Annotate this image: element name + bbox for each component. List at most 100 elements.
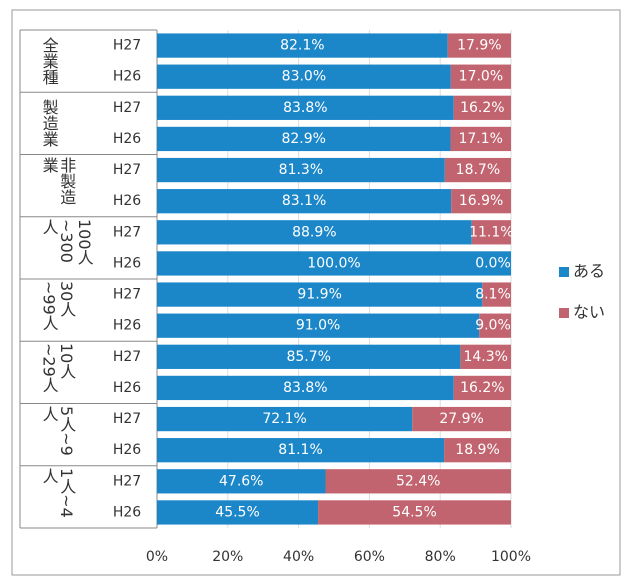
- group-label: 100人~300人: [40, 218, 94, 266]
- value-label: 100.0%: [307, 255, 360, 271]
- bar-segment: [471, 220, 511, 245]
- y-tick-label: H26: [113, 504, 141, 520]
- group-label: 非製造業: [40, 156, 77, 205]
- value-label: 91.9%: [297, 287, 341, 303]
- bar-segment: [460, 344, 511, 369]
- bar-segment: [479, 313, 511, 338]
- value-label: 91.0%: [296, 318, 340, 334]
- group-label-box: 10人~29人: [40, 343, 77, 394]
- y-tick-label: H26: [113, 193, 141, 209]
- value-label: 88.9%: [292, 224, 336, 240]
- bar-segment: [451, 189, 511, 214]
- value-label: 83.8%: [283, 380, 327, 396]
- bar-segment: [447, 33, 511, 58]
- bar-segment: [157, 33, 448, 58]
- y-tick-label: H26: [113, 318, 141, 334]
- y-tick-label: H27: [113, 349, 141, 365]
- y-tick-label: H26: [113, 442, 141, 458]
- group-label: 5人~9人: [40, 405, 77, 456]
- y-tick-label: H27: [113, 38, 141, 54]
- value-label: 14.3%: [463, 349, 507, 365]
- bar-segment: [157, 406, 413, 432]
- bar-segment: [157, 251, 511, 276]
- bar-segment: [157, 313, 480, 338]
- value-label: 18.7%: [456, 162, 500, 178]
- group-label: 30人~99人: [40, 281, 77, 331]
- x-tick-label: 60%: [354, 549, 385, 565]
- value-label: 11.1%: [469, 224, 513, 240]
- value-label: 18.9%: [455, 442, 499, 458]
- bar-segment: [157, 375, 454, 401]
- group-label-box: 全業種: [40, 37, 59, 86]
- value-label: 27.9%: [439, 411, 483, 427]
- value-label: 81.1%: [278, 442, 322, 458]
- x-tick-label: 0%: [146, 549, 168, 565]
- bar-segment: [157, 64, 451, 89]
- y-tick-label: H27: [113, 473, 141, 489]
- bar-segment: [450, 126, 511, 152]
- group-label: 全業種: [40, 37, 59, 86]
- bar-segment: [318, 500, 511, 525]
- value-label: 83.8%: [283, 100, 327, 116]
- bar-segment: [157, 469, 326, 494]
- value-label: 47.6%: [219, 473, 263, 489]
- x-tick-label: 80%: [425, 549, 456, 565]
- value-label: 81.3%: [279, 162, 323, 178]
- group-label-box: 非製造業: [40, 156, 77, 205]
- value-label: 85.7%: [286, 349, 330, 365]
- bar-segment: [453, 95, 511, 120]
- y-tick-label: H27: [113, 224, 141, 240]
- value-label: 0.0%: [475, 255, 511, 271]
- group-label-box: 1人~4人: [40, 467, 77, 518]
- bar-segment: [157, 438, 445, 463]
- legend-swatch: [559, 308, 569, 318]
- x-tick-label: 100%: [491, 549, 531, 565]
- bar-segment: [325, 469, 511, 494]
- frame: [11, 9, 621, 576]
- bar-segment: [453, 375, 511, 401]
- bar-segment: [157, 126, 451, 152]
- bar-segment: [450, 64, 511, 89]
- bar-segment: [482, 282, 511, 307]
- bar-segment: [412, 406, 511, 432]
- value-label: 16.9%: [459, 193, 503, 209]
- group-label-box: 30人~99人: [40, 281, 77, 331]
- value-label: 17.0%: [459, 69, 503, 85]
- bar-segment: [157, 189, 452, 214]
- y-tick-label: H27: [113, 100, 141, 116]
- value-label: 82.1%: [280, 38, 324, 54]
- value-label: 83.1%: [282, 193, 326, 209]
- group-label-box: 100人~300人: [40, 218, 94, 266]
- legend-label: ある: [573, 262, 605, 281]
- y-tick-label: H27: [113, 287, 141, 303]
- y-tick-label: H27: [113, 411, 141, 427]
- group-label: 10人~29人: [40, 343, 77, 394]
- group-label: 製造業: [40, 99, 59, 148]
- bar-segment: [157, 157, 445, 183]
- y-tick-label: H26: [113, 131, 141, 147]
- value-label: 83.0%: [282, 69, 326, 85]
- x-tick-label: 20%: [212, 549, 243, 565]
- group-label-box: 製造業: [40, 99, 59, 148]
- bar-segment: [157, 220, 472, 245]
- y-tick-label: H26: [113, 380, 141, 396]
- value-label: 9.0%: [475, 318, 511, 334]
- group-label: 1人~4人: [40, 467, 77, 518]
- value-label: 16.2%: [460, 100, 504, 116]
- bar-segment: [157, 344, 461, 369]
- value-label: 72.1%: [262, 411, 306, 427]
- bar-segment: [157, 95, 454, 120]
- value-label: 8.1%: [475, 287, 511, 303]
- y-tick-label: H26: [113, 255, 141, 271]
- legend-label: ない: [573, 303, 605, 322]
- y-tick-label: H27: [113, 162, 141, 178]
- legend-swatch: [559, 267, 569, 277]
- bar-segment: [157, 500, 319, 525]
- group-label-box: 5人~9人: [40, 405, 77, 456]
- x-tick-label: 40%: [283, 549, 314, 565]
- value-label: 16.2%: [460, 380, 504, 396]
- bar-segment: [444, 157, 511, 183]
- value-label: 17.9%: [457, 38, 501, 54]
- value-label: 54.5%: [392, 504, 436, 520]
